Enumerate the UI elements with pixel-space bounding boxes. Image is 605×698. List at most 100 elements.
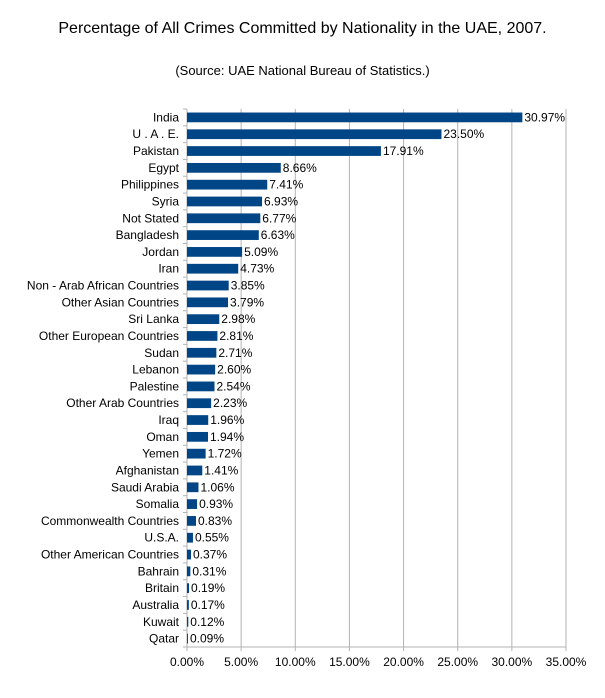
bar: [187, 516, 196, 526]
category-label: Kuwait: [143, 615, 180, 629]
category-label: Pakistan: [133, 144, 179, 158]
bar: [187, 616, 189, 627]
data-label: 0.37%: [193, 548, 227, 562]
data-label: 6.93%: [264, 194, 298, 208]
data-label: 0.55%: [195, 531, 229, 545]
category-label: Yemen: [142, 447, 179, 461]
data-label: 0.93%: [199, 497, 233, 511]
category-label: Lebanon: [132, 363, 179, 377]
category-label: U . A . E.: [132, 127, 179, 141]
x-tick-label: 5.00%: [224, 655, 258, 669]
bar: [187, 532, 193, 543]
data-label: 1.72%: [208, 447, 242, 461]
bar: [187, 465, 203, 476]
category-label: Other Arab Countries: [66, 396, 179, 410]
bar: [187, 129, 442, 140]
bar: [187, 263, 239, 274]
bar: [187, 196, 263, 207]
x-tick-label: 0.00%: [170, 655, 204, 669]
chart-title: Percentage of All Crimes Committed by Na…: [58, 20, 547, 37]
chart-subtitle: (Source: UAE National Bureau of Statisti…: [175, 63, 430, 78]
category-label: Somalia: [136, 497, 180, 511]
bar: [187, 448, 206, 459]
data-label: 2.98%: [221, 312, 255, 326]
bar: [187, 314, 220, 325]
bar: [187, 600, 189, 610]
bar: [187, 331, 218, 341]
category-label: Bahrain: [138, 564, 179, 578]
data-label: 6.63%: [261, 228, 295, 242]
category-label: Afghanistan: [116, 463, 179, 477]
category-label: Iraq: [158, 413, 179, 427]
x-tick-label: 30.00%: [492, 655, 533, 669]
data-label: 0.83%: [198, 514, 232, 528]
category-label: Sudan: [144, 346, 179, 360]
data-label: 2.81%: [219, 329, 253, 343]
bar: [187, 549, 192, 560]
data-label: 3.79%: [230, 295, 264, 309]
bar: [187, 213, 261, 224]
category-label: Oman: [146, 430, 179, 444]
data-label: 7.41%: [269, 178, 303, 192]
bar: [187, 431, 209, 442]
x-tick-label: 10.00%: [275, 655, 316, 669]
bar: [187, 364, 216, 375]
bar: [187, 633, 188, 644]
data-label: 6.77%: [262, 211, 296, 225]
data-label: 3.85%: [231, 279, 265, 293]
x-tick-label: 15.00%: [329, 655, 370, 669]
x-tick-label: 35.00%: [546, 655, 587, 669]
category-label: Not Stated: [122, 211, 179, 225]
data-label: 2.23%: [213, 396, 247, 410]
data-label: 1.96%: [210, 413, 244, 427]
category-label: Other European Countries: [39, 329, 179, 343]
data-label: 1.06%: [200, 480, 234, 494]
bar: [187, 179, 268, 190]
category-label: Saudi Arabia: [111, 480, 179, 494]
category-label: Australia: [132, 598, 179, 612]
data-label: 2.60%: [217, 363, 251, 377]
data-label: 23.50%: [443, 127, 484, 141]
bar: [187, 247, 243, 257]
bar: [187, 112, 523, 123]
category-label: Non - Arab African Countries: [27, 279, 179, 293]
category-label: Bangladesh: [116, 228, 179, 242]
bar: [187, 415, 209, 425]
bar: [187, 583, 190, 594]
data-label: 2.54%: [217, 379, 251, 393]
bar: [187, 230, 259, 240]
bar: [187, 398, 212, 409]
data-label: 0.09%: [190, 632, 224, 646]
bar: [187, 482, 199, 493]
bar: [187, 146, 381, 156]
bar: [187, 347, 217, 358]
category-label: Iran: [158, 262, 179, 276]
bar: [187, 297, 229, 308]
category-label: India: [153, 110, 179, 124]
bar: [187, 381, 215, 392]
category-label: Palestine: [130, 379, 180, 393]
category-label: Egypt: [148, 161, 179, 175]
data-label: 8.66%: [283, 161, 317, 175]
category-label: Commonwealth Countries: [41, 514, 179, 528]
category-label: Jordan: [142, 245, 179, 259]
category-label: Sri Lanka: [128, 312, 179, 326]
data-label: 0.19%: [191, 581, 225, 595]
category-label: Other American Countries: [41, 548, 179, 562]
data-label: 2.71%: [218, 346, 252, 360]
bar: [187, 162, 281, 173]
data-label: 0.31%: [192, 564, 226, 578]
category-label: Philippines: [121, 178, 179, 192]
data-label: 5.09%: [244, 245, 278, 259]
bar: [187, 280, 229, 291]
category-label: Syria: [152, 194, 180, 208]
data-label: 1.94%: [210, 430, 244, 444]
x-tick-label: 25.00%: [437, 655, 478, 669]
bar: [187, 499, 198, 509]
data-label: 30.97%: [524, 110, 565, 124]
category-label: Other Asian Countries: [62, 295, 179, 309]
data-label: 4.73%: [240, 262, 274, 276]
x-tick-label: 20.00%: [383, 655, 424, 669]
